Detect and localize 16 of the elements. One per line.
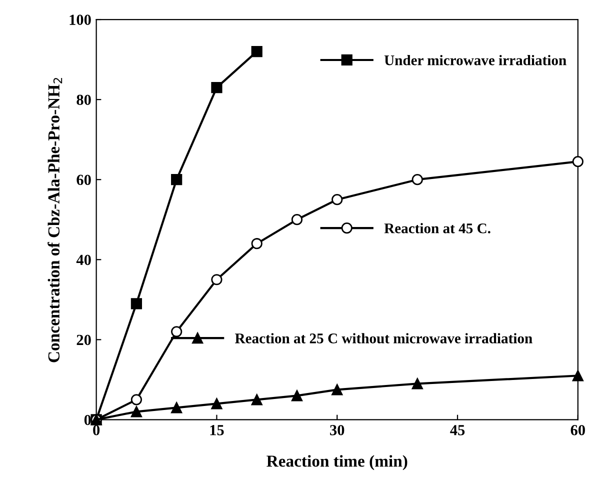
legend-label: Reaction at 25 C without microwave irradiation bbox=[235, 333, 532, 344]
x-tick-label: 60 bbox=[570, 424, 585, 436]
y-tick-label: 20 bbox=[76, 334, 91, 346]
y-tick-label: 100 bbox=[70, 14, 91, 25]
legend-label: Under microwave irradiation bbox=[384, 54, 566, 66]
x-tick-label: 15 bbox=[210, 425, 224, 436]
x-tick-label: 45 bbox=[450, 425, 465, 436]
y-axis-title: Concentration of Cbz-Ala-Phe-Pro-NH$_{2}$ bbox=[48, 78, 62, 362]
y-tick-label: 80 bbox=[76, 94, 91, 106]
y-tick-label: 40 bbox=[76, 254, 91, 266]
y-tick-label: 0 bbox=[84, 414, 91, 426]
x-axis-title: Reaction time (min) bbox=[266, 455, 408, 470]
y-tick-label: 60 bbox=[76, 174, 91, 186]
x-tick-label: 30 bbox=[330, 424, 344, 436]
x-tick-label: 0 bbox=[93, 424, 100, 436]
legend-label: Reaction at 45 C. bbox=[384, 223, 490, 234]
